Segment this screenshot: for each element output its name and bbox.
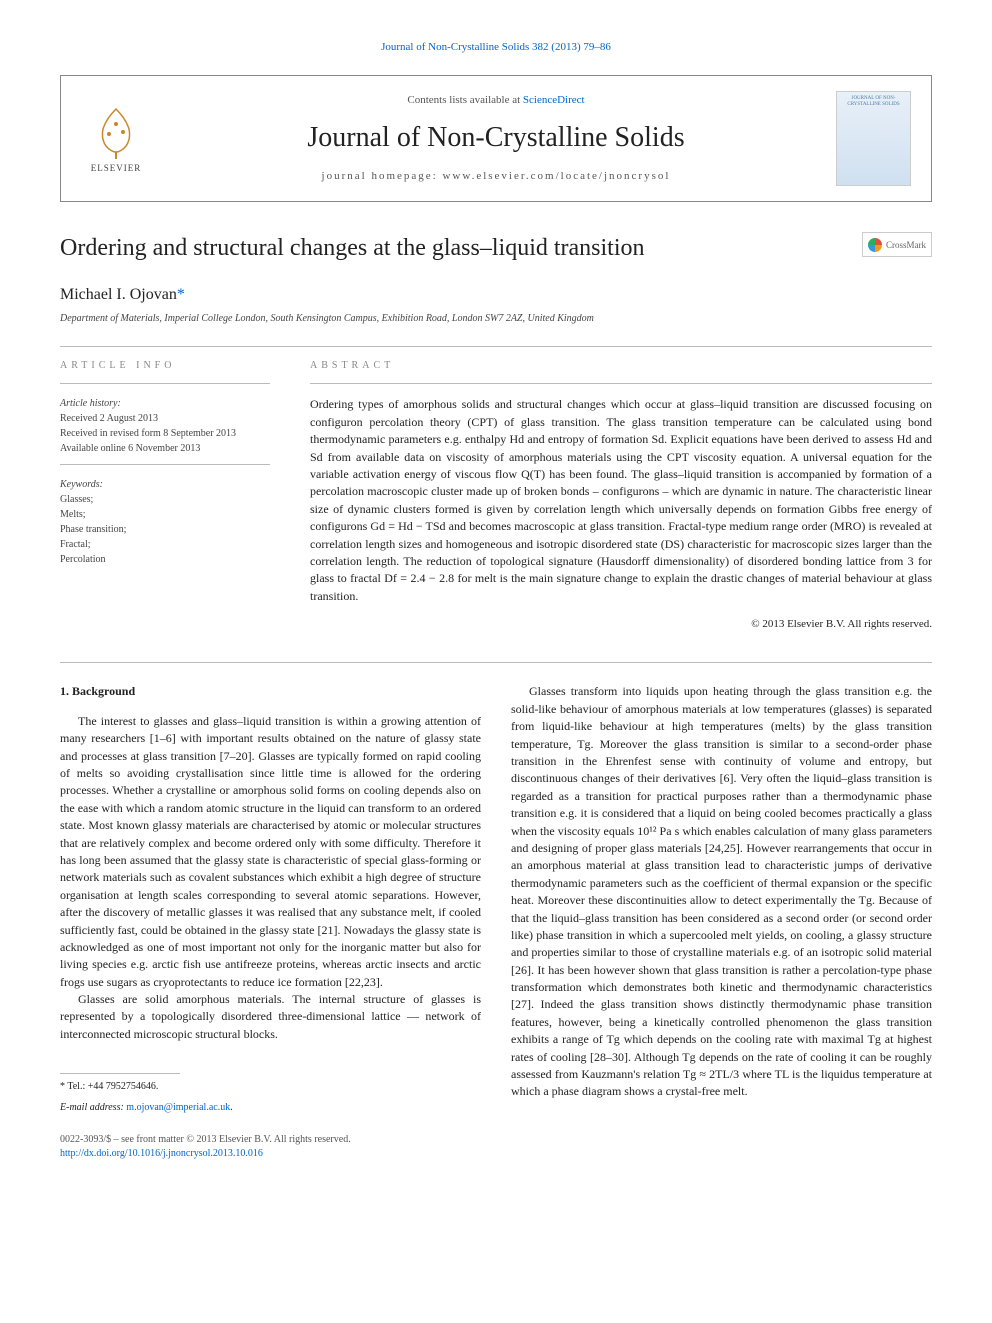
journal-header: ELSEVIER Contents lists available at Sci… xyxy=(60,75,932,202)
author-text: Michael I. Ojovan xyxy=(60,286,177,303)
corresponding-star: * xyxy=(177,286,185,303)
info-abstract-row: ARTICLE INFO Article history: Received 2… xyxy=(60,359,932,632)
homepage-line: journal homepage: www.elsevier.com/locat… xyxy=(176,169,816,184)
keyword: Phase transition; xyxy=(60,522,270,537)
journal-name: Journal of Non-Crystalline Solids xyxy=(176,118,816,157)
article-info-heading: ARTICLE INFO xyxy=(60,359,270,373)
body-columns: 1. Background The interest to glasses an… xyxy=(60,683,932,1115)
abstract-heading: ABSTRACT xyxy=(310,359,932,373)
corresponding-tel: * Tel.: +44 7952754646. xyxy=(60,1080,481,1095)
affiliation: Department of Materials, Imperial Colleg… xyxy=(60,312,932,326)
keyword: Melts; xyxy=(60,507,270,522)
history-label: Article history: xyxy=(60,396,270,411)
header-center: Contents lists available at ScienceDirec… xyxy=(176,93,816,185)
sciencedirect-link[interactable]: ScienceDirect xyxy=(523,94,585,106)
body-divider xyxy=(60,662,932,663)
elsevier-tree-icon xyxy=(91,104,141,159)
cover-title: JOURNAL OF NON-CRYSTALLINE SOLIDS xyxy=(841,96,906,108)
doi-link[interactable]: http://dx.doi.org/10.1016/j.jnoncrysol.2… xyxy=(60,1148,263,1159)
body-paragraph: Glasses are solid amorphous materials. T… xyxy=(60,991,481,1043)
journal-cover-thumbnail: JOURNAL OF NON-CRYSTALLINE SOLIDS xyxy=(836,91,911,186)
online-date: Available online 6 November 2013 xyxy=(60,441,270,456)
right-column: Glasses transform into liquids upon heat… xyxy=(511,683,932,1115)
crossmark-badge[interactable]: CrossMark xyxy=(862,232,932,257)
footnote-separator xyxy=(60,1073,180,1074)
elsevier-logo: ELSEVIER xyxy=(81,99,151,179)
abstract-column: ABSTRACT Ordering types of amorphous sol… xyxy=(310,359,932,632)
divider xyxy=(60,346,932,347)
top-journal-link[interactable]: Journal of Non-Crystalline Solids 382 (2… xyxy=(60,40,932,55)
revised-date: Received in revised form 8 September 201… xyxy=(60,426,270,441)
keywords-section: Keywords: Glasses; Melts; Phase transiti… xyxy=(60,477,270,567)
email-link[interactable]: m.ojovan@imperial.ac.uk xyxy=(126,1102,230,1113)
abstract-divider xyxy=(310,383,932,384)
email-label: E-mail address: xyxy=(60,1102,126,1113)
received-date: Received 2 August 2013 xyxy=(60,411,270,426)
keywords-label: Keywords: xyxy=(60,477,270,492)
left-column: 1. Background The interest to glasses an… xyxy=(60,683,481,1115)
body-paragraph: The interest to glasses and glass–liquid… xyxy=(60,713,481,991)
author-name: Michael I. Ojovan* xyxy=(60,284,932,306)
section-heading: 1. Background xyxy=(60,683,481,700)
bottom-info: 0022-3093/$ – see front matter © 2013 El… xyxy=(60,1133,932,1161)
keyword: Percolation xyxy=(60,552,270,567)
info-divider xyxy=(60,464,270,465)
article-info-column: ARTICLE INFO Article history: Received 2… xyxy=(60,359,270,632)
title-row: CrossMark Ordering and structural change… xyxy=(60,232,932,266)
body-paragraph: Glasses transform into liquids upon heat… xyxy=(511,683,932,1100)
abstract-text: Ordering types of amorphous solids and s… xyxy=(310,396,932,605)
crossmark-label: CrossMark xyxy=(886,239,926,252)
crossmark-icon xyxy=(868,238,882,252)
elsevier-label: ELSEVIER xyxy=(91,162,142,175)
info-divider xyxy=(60,383,270,384)
history-section: Article history: Received 2 August 2013 … xyxy=(60,396,270,456)
corresponding-email: E-mail address: m.ojovan@imperial.ac.uk. xyxy=(60,1101,481,1116)
email-suffix: . xyxy=(230,1102,233,1113)
contents-prefix: Contents lists available at xyxy=(407,94,522,106)
issn-line: 0022-3093/$ – see front matter © 2013 El… xyxy=(60,1133,932,1147)
keyword: Fractal; xyxy=(60,537,270,552)
contents-line: Contents lists available at ScienceDirec… xyxy=(176,93,816,108)
keyword: Glasses; xyxy=(60,492,270,507)
abstract-copyright: © 2013 Elsevier B.V. All rights reserved… xyxy=(310,617,932,632)
article-title: Ordering and structural changes at the g… xyxy=(60,232,932,266)
